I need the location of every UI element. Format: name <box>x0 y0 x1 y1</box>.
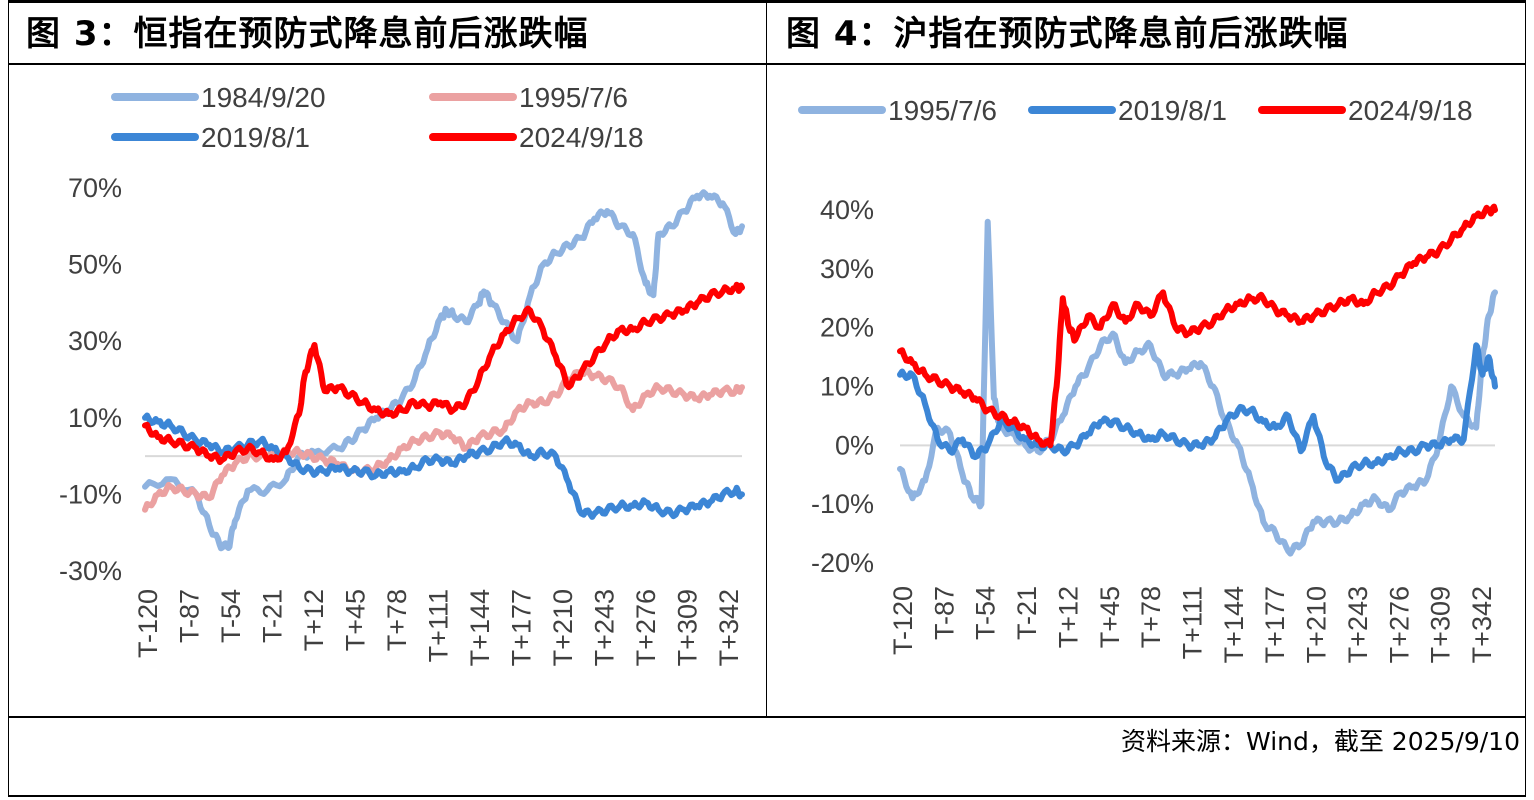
y-tick-label: 50% <box>68 250 122 280</box>
legend-label-2019-8-1: 2019/8/1 <box>201 122 310 153</box>
series-group <box>897 203 1498 557</box>
series-line-2024-9-18 <box>142 281 745 466</box>
y-tick-label: -10% <box>811 489 874 519</box>
y-tick-label: 70% <box>68 173 122 203</box>
x-tick-label: T+144 <box>465 589 495 666</box>
x-tick-label: T+111 <box>1178 586 1208 659</box>
hsi-chart: 70% 50% 30% 10% -10% -30% T-120 T-87 T-54 T-21 T+1… <box>59 82 745 666</box>
x-tick-label: T+276 <box>631 589 661 666</box>
left-border <box>8 0 9 797</box>
y-tick-label: 40% <box>820 195 874 225</box>
series-line-1995-7-6 <box>142 367 745 513</box>
x-tick-label: T+111 <box>424 589 454 662</box>
x-tick-label: T+78 <box>1136 586 1166 648</box>
x-tick-label: T+144 <box>1219 586 1249 663</box>
figure-3-title: 图 3：恒指在预防式降息前后涨跌幅 <box>26 14 589 54</box>
top-border <box>8 0 1526 3</box>
legend-label-2024-9-18: 2024/9/18 <box>1348 95 1473 126</box>
x-tick-label: T+177 <box>1260 586 1290 663</box>
x-tick-label: T+12 <box>299 589 329 651</box>
source-note: 资料来源：Wind，截至 2025/9/10 <box>1121 727 1520 756</box>
sse-chart: 40% 30% 20% 10% 0% -10% -20% T-120 T-87 T-54 T-21 T… <box>798 95 1498 663</box>
bottom-border <box>8 795 1526 797</box>
title-divider <box>8 63 1526 65</box>
x-tick-label: T-54 <box>971 586 1001 640</box>
y-tick-label: 0% <box>835 430 874 460</box>
right-border <box>1525 0 1526 797</box>
y-tick-label: -20% <box>811 548 874 578</box>
legend-label-2019-8-1: 2019/8/1 <box>1118 95 1227 126</box>
series-group <box>142 189 745 552</box>
x-tick-label: T+342 <box>714 589 744 666</box>
legend-label-1984-9-20: 1984/9/20 <box>201 82 326 113</box>
x-tick-label: T+78 <box>382 589 412 651</box>
x-tick-label: T+210 <box>1302 586 1332 663</box>
y-tick-label: 10% <box>820 372 874 402</box>
y-tick-label: 30% <box>68 326 122 356</box>
legend-label-1995-7-6: 1995/7/6 <box>888 95 997 126</box>
y-tick-label: 30% <box>820 254 874 284</box>
x-tick-label: T+210 <box>548 589 578 666</box>
footer-divider <box>8 716 1526 718</box>
y-tick-label: 20% <box>820 313 874 343</box>
legend-label-2024-9-18: 2024/9/18 <box>519 122 644 153</box>
x-tick-label: T+45 <box>1095 586 1125 648</box>
series-line-1995-7-6 <box>897 218 1498 557</box>
x-tick-label: T+276 <box>1384 586 1414 663</box>
panel-divider <box>766 0 767 718</box>
y-tick-label: 10% <box>68 403 122 433</box>
x-tick-label: T+243 <box>1343 586 1373 663</box>
x-tick-label: T+309 <box>1426 586 1456 663</box>
x-tick-label: T-54 <box>216 589 246 643</box>
series-line-2019-8-1 <box>897 342 1498 484</box>
x-tick-label: T-21 <box>1012 586 1042 640</box>
figure-4-title: 图 4：沪指在预防式降息前后涨跌幅 <box>786 14 1349 54</box>
y-tick-label: -10% <box>59 479 122 509</box>
x-tick-label: T+12 <box>1053 586 1083 648</box>
x-tick-label: T+177 <box>507 589 537 666</box>
x-tick-label: T+243 <box>590 589 620 666</box>
x-tick-label: T-87 <box>929 586 959 640</box>
series-line-2024-9-18 <box>897 203 1498 449</box>
x-tick-label: T+342 <box>1467 586 1497 663</box>
x-tick-label: T-87 <box>175 589 205 643</box>
x-tick-label: T-120 <box>133 589 163 658</box>
x-tick-label: T-21 <box>258 589 288 643</box>
legend-label-1995-7-6: 1995/7/6 <box>519 82 628 113</box>
x-tick-label: T+309 <box>673 589 703 666</box>
x-tick-label: T-120 <box>888 586 918 655</box>
y-tick-label: -30% <box>59 556 122 586</box>
series-line-1984-9-20 <box>142 189 745 552</box>
x-tick-label: T+45 <box>341 589 371 651</box>
